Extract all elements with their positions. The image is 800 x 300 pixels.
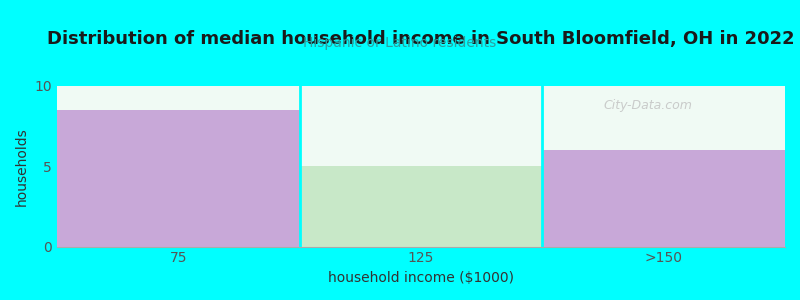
Title: Distribution of median household income in South Bloomfield, OH in 2022: Distribution of median household income … bbox=[47, 30, 795, 48]
Bar bbox=[57, 110, 300, 247]
Y-axis label: households: households bbox=[15, 127, 29, 206]
Bar bbox=[542, 150, 785, 247]
Text: City-Data.com: City-Data.com bbox=[603, 98, 692, 112]
X-axis label: household income ($1000): household income ($1000) bbox=[328, 271, 514, 285]
Bar bbox=[300, 166, 542, 247]
Text: Hispanic or Latino residents: Hispanic or Latino residents bbox=[303, 36, 497, 50]
